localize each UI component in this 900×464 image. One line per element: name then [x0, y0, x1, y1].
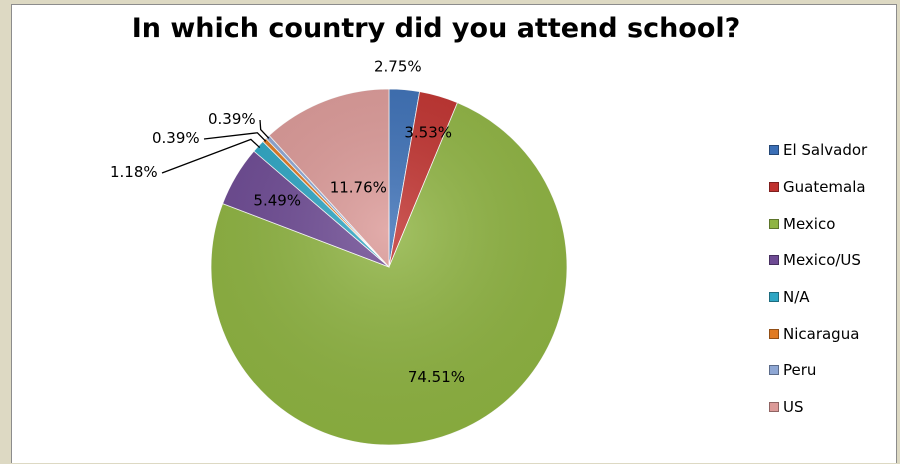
data-label-el-salvador: 2.75% — [374, 58, 422, 76]
legend-label-guatemala: Guatemala — [783, 178, 866, 197]
legend-swatch-n-a — [769, 292, 779, 303]
pie-chart: 2.75% 3.53% 74.51% 5.49% 1.18% 0.39% 0.39% 11.7… — [110, 58, 568, 446]
data-label-mexico: 74.51% — [408, 368, 465, 386]
legend-swatch-mexico — [769, 218, 779, 229]
legend-item-el-salvador: El Salvador — [769, 132, 899, 169]
leader-line-peru — [259, 119, 270, 139]
legend-label-n-a: N/A — [783, 288, 810, 307]
data-label-nicaragua: 0.39% — [152, 129, 200, 147]
legend-swatch-el-salvador — [769, 145, 779, 156]
legend-item-mexico: Mexico — [769, 205, 899, 242]
legend-item-peru: Peru — [769, 352, 899, 389]
legend-swatch-peru — [769, 365, 779, 376]
legend-swatch-guatemala — [769, 182, 779, 193]
leader-line-nicaragua — [203, 132, 267, 142]
data-label-peru: 0.39% — [208, 110, 256, 128]
legend-item-guatemala: Guatemala — [769, 169, 899, 206]
data-label-n-a: 1.18% — [110, 163, 158, 181]
legend-item-n-a: N/A — [769, 279, 899, 316]
chart-title: In which country did you attend school? — [131, 13, 741, 44]
legend-item-nicaragua: Nicaragua — [769, 315, 899, 352]
legend: El Salvador Guatemala Mexico Mexico/US N/A Ni… — [769, 132, 899, 426]
legend-swatch-us — [769, 402, 779, 413]
legend-item-mexico-us: Mexico/US — [769, 242, 899, 279]
legend-label-mexico: Mexico — [783, 214, 836, 233]
legend-label-nicaragua: Nicaragua — [783, 324, 860, 343]
data-label-mexico-us: 5.49% — [253, 192, 301, 210]
legend-label-mexico-us: Mexico/US — [783, 251, 861, 270]
legend-swatch-mexico-us — [769, 255, 779, 266]
leader-line-n-a — [161, 138, 261, 174]
legend-label-us: US — [783, 398, 804, 417]
legend-swatch-nicaragua — [769, 328, 779, 339]
legend-item-us: US — [769, 389, 899, 426]
legend-label-el-salvador: El Salvador — [783, 141, 868, 160]
legend-label-peru: Peru — [783, 361, 817, 380]
data-label-guatemala: 3.53% — [404, 124, 452, 142]
chart-area: In which country did you attend school? … — [11, 4, 897, 463]
data-label-us: 11.76% — [330, 179, 387, 197]
